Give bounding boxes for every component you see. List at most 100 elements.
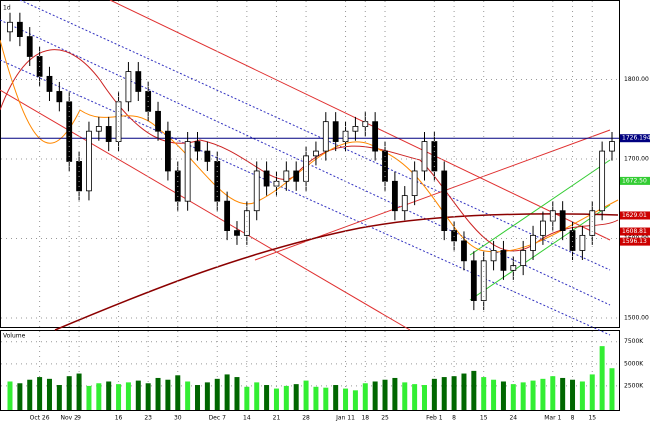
volume-bar — [234, 377, 240, 410]
volume-bar — [392, 377, 398, 410]
candle-body — [283, 170, 290, 182]
volume-bar — [313, 386, 319, 410]
volume-bar — [214, 378, 220, 410]
candle-body — [569, 230, 576, 251]
volume-bar — [589, 374, 595, 410]
x-tick-label: Jan 11 — [335, 415, 355, 422]
candle-body — [105, 126, 112, 142]
y-tick-label: 7500K — [624, 338, 644, 345]
level-box — [620, 134, 650, 143]
volume-bar — [441, 377, 447, 410]
candle-body — [470, 260, 477, 301]
average — [0, 39, 619, 253]
volume-bar — [500, 381, 506, 410]
y-tick-label: 2500K — [624, 382, 644, 389]
volume-bar — [550, 376, 556, 410]
volume-bar — [106, 381, 112, 410]
candle-body — [26, 36, 33, 57]
candle-body — [540, 220, 546, 236]
candle-body — [263, 170, 270, 187]
candle-body — [411, 170, 418, 197]
volume-bar — [283, 385, 289, 410]
candle-body — [332, 121, 339, 142]
volume-bar — [254, 382, 260, 410]
candle-body — [559, 210, 566, 231]
price-box — [620, 211, 650, 220]
volume-bar — [461, 373, 467, 410]
candle-body — [520, 250, 527, 266]
volume-bar — [86, 385, 92, 410]
volume-bar — [116, 384, 122, 410]
candle-body — [243, 210, 250, 236]
channel-line — [109, 0, 611, 241]
candle-body — [530, 234, 536, 251]
volume-bar — [17, 383, 23, 410]
candle-body — [352, 126, 359, 132]
volume-bar — [579, 381, 585, 410]
candle-body — [441, 170, 448, 231]
x-tick-label: Feb 1 — [426, 415, 443, 422]
volume-bar — [570, 379, 576, 410]
candle-body — [401, 195, 408, 212]
volume-bar — [520, 382, 526, 410]
price-box-label: 1608.81 — [622, 228, 647, 235]
volume-bar — [27, 379, 33, 410]
volume-bar — [135, 380, 141, 410]
candle-body — [46, 75, 53, 92]
candle-body — [589, 210, 596, 236]
y-tick-label: 1500.00 — [624, 315, 649, 322]
candle-body — [293, 170, 300, 182]
volume-pane — [0, 330, 620, 411]
x-tick-label: 15 — [480, 415, 488, 422]
candle-body — [490, 250, 497, 262]
candle-body — [95, 126, 102, 132]
price-label: 1d — [3, 5, 11, 12]
volume-bar — [491, 379, 497, 410]
candle-body — [510, 265, 517, 271]
x-tick-label: 28 — [302, 415, 310, 422]
candle-body — [135, 71, 142, 92]
channel-line — [19, 0, 611, 271]
volume-bar — [293, 384, 299, 410]
candle-body — [480, 260, 487, 301]
volume-bar — [155, 377, 161, 410]
candle-body — [56, 91, 63, 103]
candle-body — [7, 21, 13, 33]
volume-bar — [333, 385, 339, 410]
volume-bar — [599, 346, 605, 410]
volume-bar — [96, 383, 102, 410]
x-tick-label: 23 — [144, 415, 152, 422]
price-box — [620, 227, 650, 236]
candle-body — [461, 240, 467, 262]
volume-bar — [244, 386, 250, 410]
volume-bar — [165, 379, 171, 410]
x-tick-label: 14 — [243, 415, 251, 422]
candle-body — [234, 230, 240, 236]
volume-bar — [204, 382, 210, 410]
price-box — [620, 176, 650, 185]
x-tick-label: 15 — [588, 415, 596, 422]
x-tick-label: 8 — [571, 415, 575, 422]
volume-bar — [530, 380, 536, 410]
volume-bar — [362, 383, 368, 410]
volume-bar — [7, 381, 13, 410]
volume-bar — [481, 377, 487, 410]
volume-bar — [510, 384, 516, 410]
volume-bar — [145, 383, 151, 410]
candle-body — [253, 170, 260, 212]
volume-bar — [352, 390, 358, 410]
volume-bar — [195, 385, 201, 410]
price-box-label: 1596.13 — [622, 238, 647, 245]
candle-body — [322, 121, 329, 152]
x-tick-label: 30 — [174, 415, 182, 422]
candle-body — [599, 150, 606, 212]
volume-bar — [224, 374, 230, 410]
candle-body — [273, 180, 280, 187]
x-tick-label: 8 — [452, 415, 456, 422]
x-tick-label: 16 — [115, 415, 123, 422]
y-tick-label: 5000K — [624, 360, 644, 367]
x-tick-label: 18 — [361, 415, 369, 422]
volume-bar — [66, 376, 72, 410]
volume-bar — [609, 368, 615, 410]
